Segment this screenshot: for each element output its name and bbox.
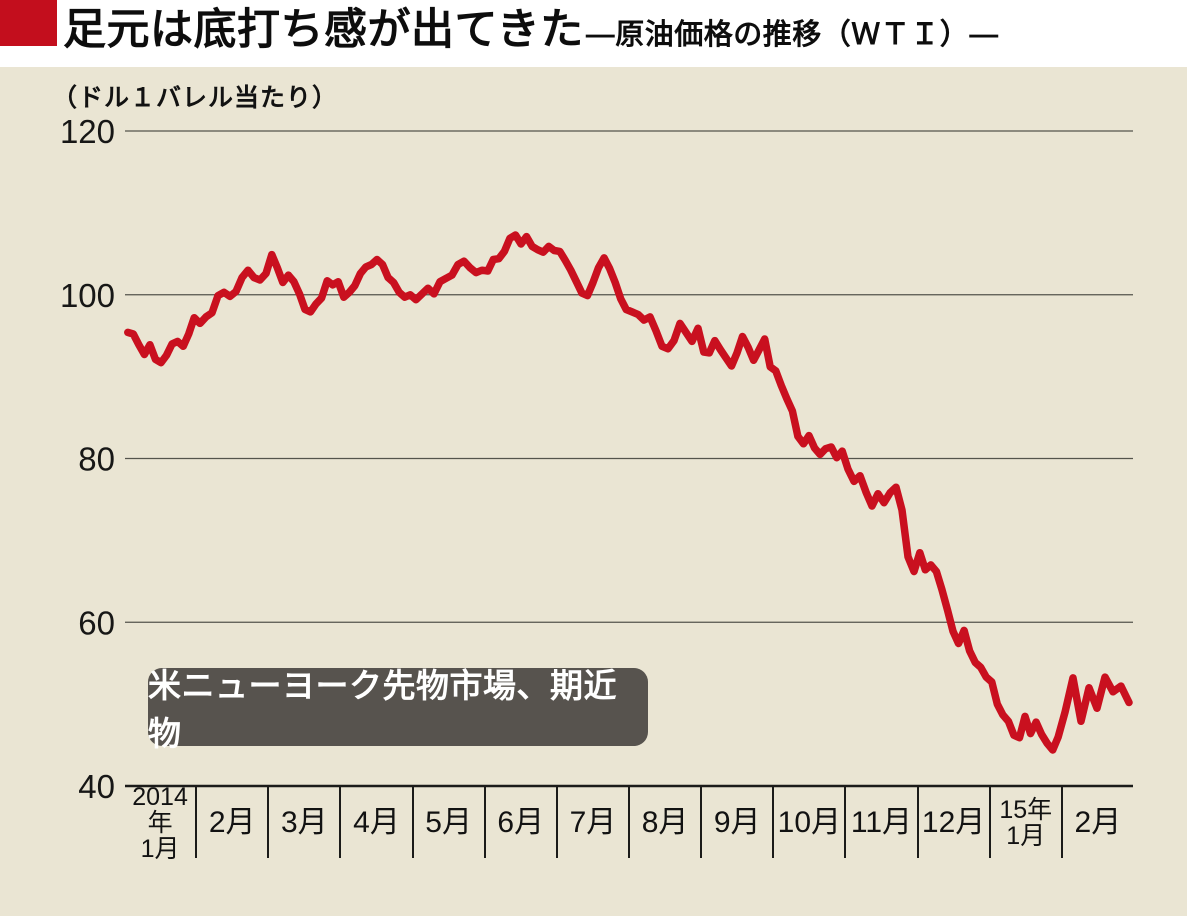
x-tick-label-7: 8月 (630, 786, 703, 858)
x-tick-label-1: 2月 (197, 786, 270, 858)
x-tick-label-11: 12月 (919, 786, 991, 858)
x-tick-label-10: 11月 (846, 786, 919, 858)
x-tick-label-5: 6月 (486, 786, 558, 858)
y-tick-label-120: 120 (60, 113, 115, 150)
price-line-chart: 120 100 80 60 40 (60, 113, 1133, 805)
x-tick-label-6: 7月 (558, 786, 630, 858)
x-tick-label-13: 2月 (1074, 806, 1122, 840)
x-tick-label-3: 4月 (341, 786, 414, 858)
header: 足元は底打ち感が出てきた ―原油価格の推移（ＷＴＩ）― (0, 0, 1187, 67)
page-subtitle: ―原油価格の推移（ＷＴＩ）― (585, 19, 999, 51)
y-tick-label-40: 40 (78, 768, 115, 805)
y-tick-label-60: 60 (78, 604, 115, 641)
title-accent-square (0, 0, 57, 46)
x-tick-label-9: 10月 (774, 786, 847, 858)
x-tick-label-0: 2014年 1月 (125, 784, 198, 862)
x-tick-label-8: 9月 (702, 786, 775, 858)
x-axis-month-labels: 2014年 1月 2月 3月 4月 5月 6月 7月 8月 9月 10月 11月 12月 15年 1月 2… (125, 784, 1133, 863)
wti-price-line (124, 231, 1133, 754)
y-tick-label-80: 80 (78, 441, 115, 478)
x-tick-label-4: 5月 (414, 786, 486, 858)
market-note-text: 米ニューヨーク先物市場、期近物 (148, 667, 617, 752)
x-tick-label-2: 3月 (269, 786, 342, 858)
chart-panel: （ドル１バレル当たり） 120 100 80 60 40 2014年 1月 2月 3月 4月 5… (0, 67, 1187, 916)
y-axis-unit-label: （ドル１バレル当たり） (52, 84, 339, 112)
page-title: 足元は底打ち感が出てきた (63, 6, 584, 54)
x-tick-label-12: 15年 1月 (991, 786, 1063, 858)
y-tick-label-100: 100 (60, 277, 115, 314)
market-note-callout: 米ニューヨーク先物市場、期近物 (148, 667, 648, 752)
title-row: 足元は底打ち感が出てきた ―原油価格の推移（ＷＴＩ）― (63, 0, 999, 60)
